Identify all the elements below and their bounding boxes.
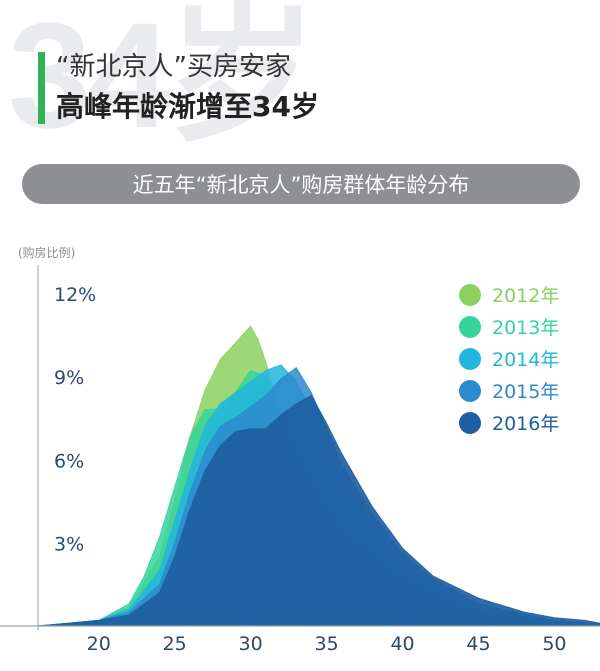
legend-label: 2013年 [492, 317, 559, 339]
x-tick-label: 35 [315, 633, 339, 655]
y-tick-label: 6% [54, 450, 84, 472]
headline-line-2: 高峰年龄渐增至34岁 [56, 90, 319, 123]
x-tick-label: 50 [542, 633, 566, 655]
legend-label: 2016年 [492, 413, 559, 435]
legend-label: 2014年 [492, 349, 559, 371]
y-tick-label: 3% [54, 534, 84, 556]
legend-label: 2012年 [492, 285, 559, 307]
legend-swatch [459, 348, 481, 370]
y-tick-label: 12% [54, 284, 96, 306]
accent-bar [38, 52, 45, 124]
legend-swatch [459, 316, 481, 338]
y-axis-label: (购房比例) [18, 246, 76, 260]
x-tick-label: 30 [239, 633, 263, 655]
headline-line-1: “新北京人”买房安家 [56, 52, 291, 82]
legend-label: 2015年 [492, 381, 559, 403]
x-tick-label: 25 [163, 633, 187, 655]
background-number: 34岁 [8, 0, 317, 159]
area-series-5 [37, 394, 600, 627]
y-tick-label: 9% [54, 367, 84, 389]
legend-swatch [459, 380, 481, 402]
legend-swatch [459, 284, 481, 306]
x-tick-label: 20 [87, 633, 111, 655]
chart-title-pill: 近五年“新北京人”购房群体年龄分布 [22, 164, 580, 204]
x-tick-label: 45 [466, 633, 490, 655]
legend-swatch [459, 412, 481, 434]
x-tick-label: 40 [390, 633, 414, 655]
chart-title: 近五年“新北京人”购房群体年龄分布 [132, 173, 470, 197]
